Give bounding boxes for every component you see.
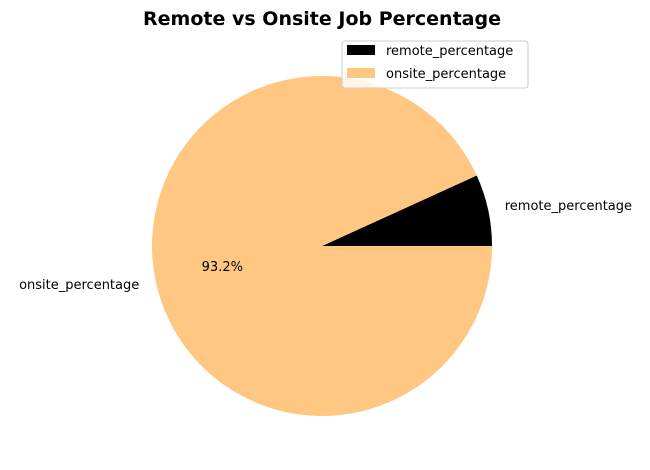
legend-label-onsite: onsite_percentage (386, 67, 506, 82)
legend-frame (341, 40, 529, 89)
legend-label-remote: remote_percentage (386, 44, 513, 59)
slice-percent-onsite-percentage: 93.2% (202, 260, 243, 275)
legend-swatch-remote (347, 45, 375, 55)
pie-slice-remote-percentage (322, 175, 492, 246)
legend-swatch-onsite (347, 68, 375, 78)
pie-labels: remote_percentage onsite_percentage 93.2% (19, 199, 632, 293)
slice-label-remote-percentage: remote_percentage (505, 199, 632, 214)
slice-label-onsite-percentage: onsite_percentage (19, 278, 139, 293)
pie-slices (152, 75, 492, 416)
chart-title: Remote vs Onsite Job Percentage (143, 8, 501, 30)
pie-slice-onsite-percentage (152, 75, 492, 416)
legend: remote_percentage onsite_percentage (341, 40, 529, 89)
